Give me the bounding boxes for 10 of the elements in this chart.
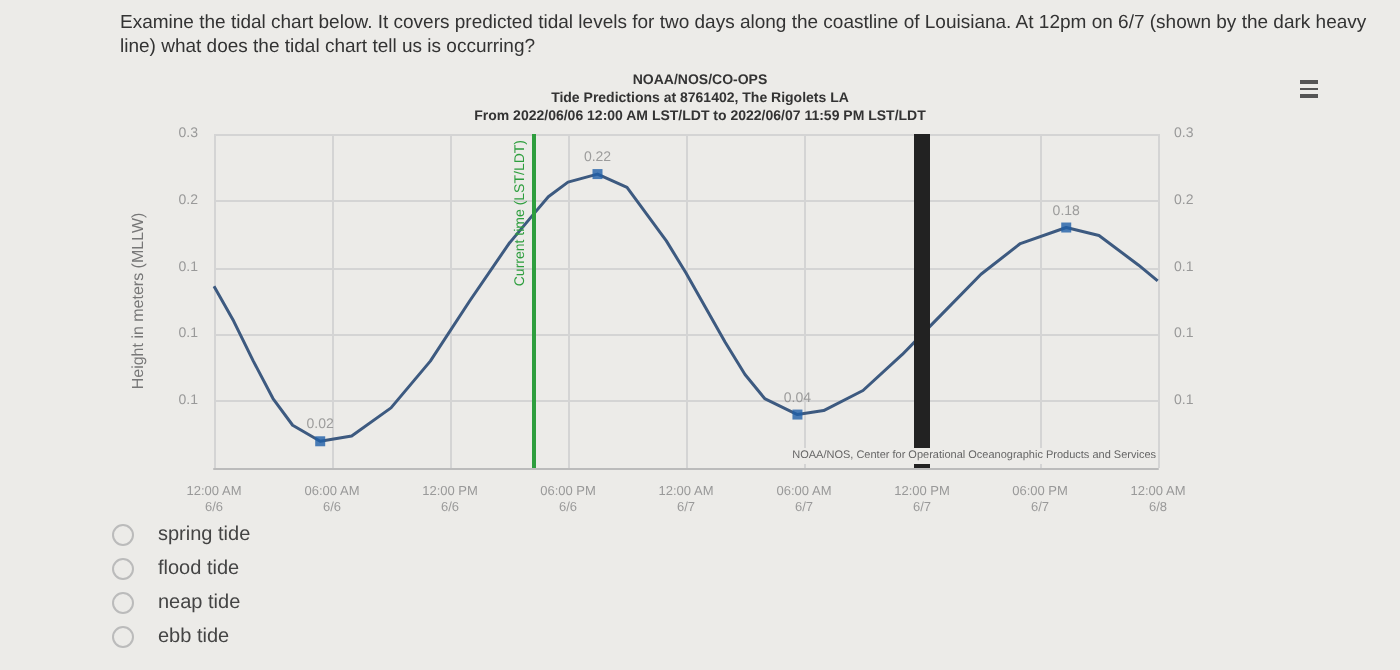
y-axis-title: Height in meters (MLLW): [129, 212, 147, 390]
point: [315, 436, 326, 447]
text: flood tide: [158, 558, 240, 581]
text: spring tide: [158, 524, 251, 547]
text: ebb tide: [158, 626, 230, 649]
text: neap tide: [158, 592, 241, 615]
text: Examine the tidal chart below. It covers predicted tidal levels for two days along the coastline of Louisiana. At 12pm on 6/7 (shown by the dark heavy line) what does the tidal chart tell us is occurring?: [120, 12, 1369, 60]
point: [592, 169, 603, 180]
point: [792, 409, 803, 420]
point: [1061, 222, 1072, 233]
